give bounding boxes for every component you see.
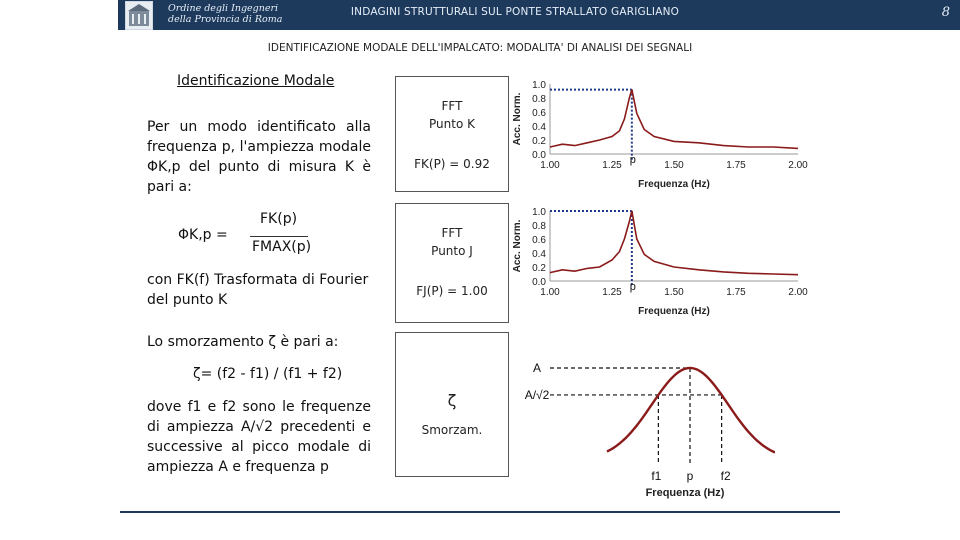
page-number: 8 — [941, 5, 950, 20]
chart-k-y-tick: 0.4 — [532, 122, 546, 133]
paragraph-fourier: con FK(f) Trasformata di Fourier del pun… — [147, 272, 369, 308]
box3-label: Smorzam. — [421, 423, 483, 437]
chart-k-x-tick: 1.50 — [664, 160, 684, 171]
chart-k-peak-label: p — [630, 154, 636, 166]
damping-intro: Lo smorzamento ζ è pari a: — [147, 334, 339, 350]
fft-chart-k: 0.0 0.2 0.4 0.6 0.8 1.0 1.00 1.25 1.50 1.75 2.00 Ac… — [512, 80, 808, 190]
equation-lhs: ΦK,p = — [178, 227, 228, 243]
chart-k-x-tick: 2.00 — [788, 160, 808, 171]
chart-j-y-tick: 1.0 — [532, 207, 546, 218]
org-name-line2: della Provincia di Roma — [168, 14, 283, 25]
chart-j-x-tick: 1.25 — [602, 287, 622, 298]
chart-j-y-label: Acc. Norm. — [512, 219, 523, 272]
box3-symbol: ζ — [447, 391, 457, 410]
box1-line2: Punto K — [429, 117, 475, 131]
chart-j-x-tick: 1.00 — [540, 287, 560, 298]
box2-line2: Punto J — [431, 244, 473, 258]
box2-value: FJ(P) = 1.00 — [416, 284, 488, 298]
fraction-bar — [250, 236, 308, 237]
chart-k-x-label: Frequenza (Hz) — [638, 179, 710, 190]
damping-marker-label: f2 — [721, 469, 731, 483]
chart-j-y-tick: 0.6 — [532, 235, 546, 246]
paragraph-amplitude: Per un modo identificato alla frequenza … — [147, 119, 371, 195]
damping-level-label: A/√2 — [525, 388, 550, 402]
damping-chart: A A/√2 f1 p f2 Frequenza (Hz) — [525, 361, 775, 499]
chart-k-x-tick: 1.75 — [726, 160, 746, 171]
logo — [125, 1, 153, 30]
chart-k-x-tick: 1.00 — [540, 160, 560, 171]
box2-line1: FFT — [441, 226, 463, 240]
paragraph-damping: dove f1 e f2 sono le frequenze di ampiez… — [147, 399, 371, 475]
chart-j-y-tick: 0.4 — [532, 249, 546, 260]
damping-box: ζ Smorzam. — [395, 332, 509, 477]
chart-j-x-tick: 1.75 — [726, 287, 746, 298]
equation-numerator: FK(p) — [260, 211, 298, 227]
fft-box-point-j: FFT Punto J FJ(P) = 1.00 — [395, 203, 509, 323]
chart-j-x-tick: 2.00 — [788, 287, 808, 298]
chart-k-y-tick: 0.2 — [532, 136, 546, 147]
chart-k-y-tick: 0.8 — [532, 94, 546, 105]
chart-j-peak-label: p — [630, 281, 636, 293]
box1-value: FK(P) = 0.92 — [414, 157, 490, 171]
header-bar — [118, 0, 960, 30]
chart-j-series-line — [549, 210, 799, 276]
chart-k-y-tick: 1.0 — [532, 80, 546, 91]
org-name-line1: Ordine degli Ingegneri — [168, 3, 279, 14]
chart-j-x-tick: 1.50 — [664, 287, 684, 298]
chart-j-y-tick: 0.0 — [532, 277, 546, 288]
fft-chart-j: 0.0 0.2 0.4 0.6 0.8 1.0 1.00 1.25 1.50 1.75 2.00 Ac… — [512, 207, 808, 317]
chart-k-y-label: Acc. Norm. — [512, 92, 523, 145]
slide-subtitle: IDENTIFICAZIONE MODALE DELL'IMPALCATO: M… — [267, 42, 693, 54]
chart-j-y-tick: 0.8 — [532, 221, 546, 232]
section-title: Identificazione Modale — [177, 73, 335, 89]
damping-marker-label: f1 — [651, 469, 661, 483]
fft-box-point-k: FFT Punto K FK(P) = 0.92 — [395, 76, 509, 192]
chart-j-x-label: Frequenza (Hz) — [638, 306, 710, 317]
box1-line1: FFT — [441, 99, 463, 113]
chart-k-series-line — [549, 89, 799, 150]
chart-k-y-tick: 0.6 — [532, 108, 546, 119]
presentation-title: INDAGINI STRUTTURALI SUL PONTE STRALLATO… — [350, 6, 680, 18]
damping-peak-label: A — [533, 361, 541, 375]
damping-curve — [606, 366, 775, 454]
chart-k-y-tick: 0.0 — [532, 150, 546, 161]
damping-x-label: Frequenza (Hz) — [646, 487, 725, 499]
damping-marker-label: p — [687, 469, 694, 483]
damping-formula: ζ= (f2 - f1) / (f1 + f2) — [193, 366, 343, 382]
footer-rule — [120, 511, 840, 513]
equation-denominator: FMAX(p) — [252, 239, 312, 255]
chart-k-x-tick: 1.25 — [602, 160, 622, 171]
chart-j-y-tick: 0.2 — [532, 263, 546, 274]
